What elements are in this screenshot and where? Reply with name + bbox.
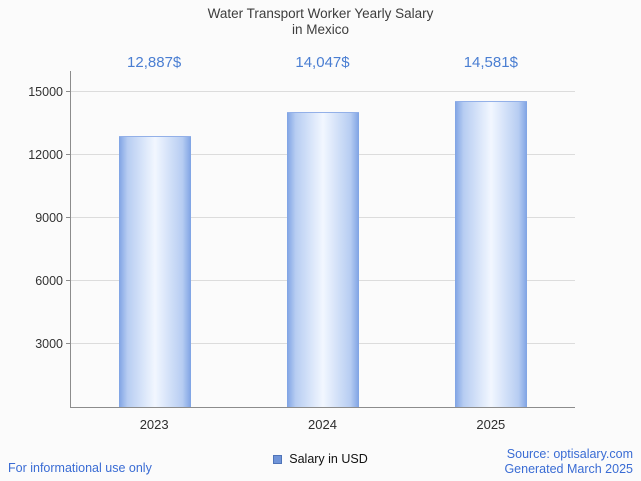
plot-area: 3000 6000 9000 12000 15000 — [28, 71, 575, 408]
x-axis-labels: 2023 2024 2025 — [70, 417, 575, 432]
y-tick-label: 3000 — [35, 337, 63, 351]
chart-title: Water Transport Worker Yearly Salary in … — [0, 6, 641, 38]
y-tick-label: 9000 — [35, 211, 63, 225]
source-link[interactable]: Source: optisalary.com — [506, 446, 633, 461]
y-tick-label: 12000 — [28, 148, 63, 162]
chart-title-line1: Water Transport Worker Yearly Salary — [207, 6, 434, 21]
generated-date: Generated March 2025 — [504, 461, 633, 476]
gridline — [71, 91, 575, 92]
legend: Salary in USD — [0, 452, 641, 466]
bar-column-2023 — [71, 71, 239, 407]
legend-swatch-icon — [273, 454, 283, 464]
x-tick-label-2023: 2023 — [139, 417, 169, 432]
bars-layer — [71, 71, 575, 407]
y-tick-mark — [66, 280, 71, 281]
bar-2024 — [287, 112, 359, 407]
chart-title-line2: in Mexico — [291, 21, 350, 37]
legend-label: Salary in USD — [289, 452, 368, 466]
x-tick-label-2024: 2024 — [308, 417, 337, 432]
bar-value-label-2025: 14,581$ — [463, 54, 518, 71]
informational-note: For informational use only — [8, 461, 152, 475]
source-block: Source: optisalary.com Generated March 2… — [504, 447, 633, 478]
x-tick-label-2025: 2025 — [476, 417, 506, 432]
y-tick-label: 6000 — [35, 274, 63, 288]
bar-column-2024 — [239, 71, 407, 407]
y-tick-mark — [66, 91, 71, 92]
y-tick-mark — [66, 154, 71, 155]
bar-column-2025 — [407, 71, 575, 407]
bar-2023 — [119, 136, 191, 407]
bar-value-label-2024: 14,047$ — [295, 54, 350, 71]
bar-value-labels: 12,887$ 14,047$ 14,581$ — [70, 54, 575, 71]
y-tick-mark — [66, 217, 71, 218]
y-tick-label: 15000 — [28, 85, 63, 99]
bar-2025 — [455, 100, 527, 407]
y-tick-mark — [66, 343, 71, 344]
bar-value-label-2023: 12,887$ — [127, 54, 182, 71]
